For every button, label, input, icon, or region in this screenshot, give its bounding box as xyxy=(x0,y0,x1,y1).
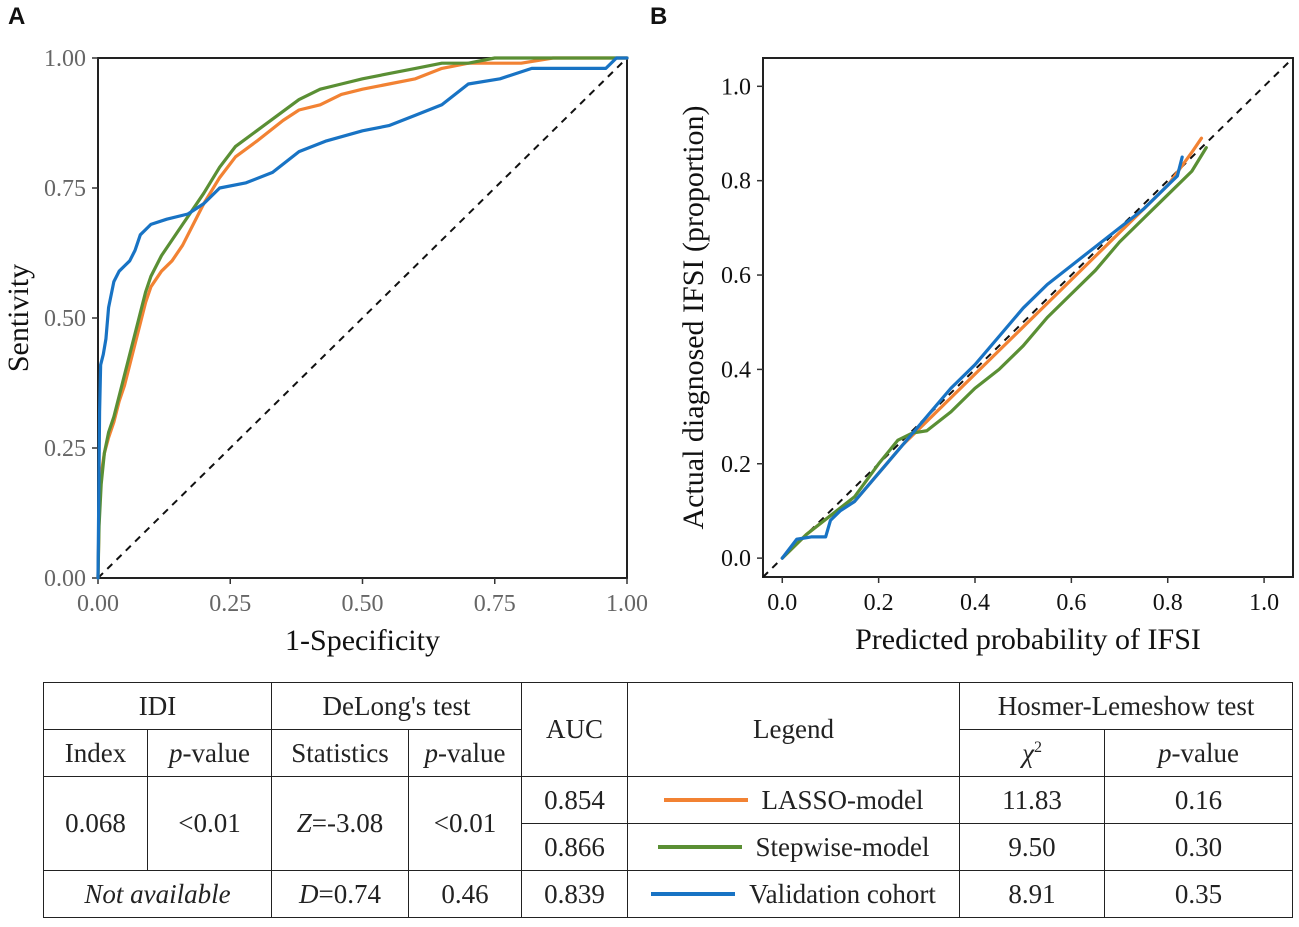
header-delong-pvalue: p-value xyxy=(408,729,523,777)
y-axis-label: Actual diagnosed IFSI (proportion) xyxy=(677,105,710,529)
delong-pvalue-1: <0.01 xyxy=(408,776,523,871)
y-tick-label: 0.50 xyxy=(44,306,86,332)
chi2-lasso: 11.83 xyxy=(959,776,1106,824)
legend-stepwise: Stepwise-model xyxy=(627,823,961,871)
y-tick-label: 0.2 xyxy=(721,452,751,478)
header-hosmer-lemeshow: Hosmer-Lemeshow test xyxy=(959,682,1294,730)
panel-b-letter: B xyxy=(650,3,667,30)
x-tick-label: 0.50 xyxy=(342,591,384,617)
pvalue-text: -value xyxy=(1171,737,1239,768)
x-tick-label: 0.8 xyxy=(1153,590,1183,616)
auc-validation: 0.839 xyxy=(521,870,629,918)
hl-pvalue-stepwise: 0.30 xyxy=(1104,823,1294,871)
series-line-stepwise-model xyxy=(780,146,1208,560)
chi2-stepwise: 9.50 xyxy=(959,823,1106,871)
d-symbol: D xyxy=(299,878,319,909)
idi-pvalue: <0.01 xyxy=(146,776,273,871)
delong-d-stat: D=0.74 xyxy=(271,870,410,918)
reference-diagonal xyxy=(762,57,1294,578)
p-symbol: p xyxy=(1158,737,1172,768)
delong-z-stat: Z=-3.08 xyxy=(271,776,410,871)
auc-stepwise: 0.866 xyxy=(521,823,629,871)
header-statistics: Statistics xyxy=(271,729,410,777)
legend-line-lasso xyxy=(663,798,748,802)
legend-label-lasso: LASSO-model xyxy=(761,784,924,815)
y-tick-label: 0.0 xyxy=(721,546,751,572)
pvalue-text: -value xyxy=(438,737,506,768)
series-line-validation-cohort xyxy=(96,56,629,580)
x-tick-label: 1.0 xyxy=(1249,590,1279,616)
x-tick-label: 0.0 xyxy=(767,590,797,616)
legend-label-validation: Validation cohort xyxy=(749,878,936,909)
chi2-validation: 8.91 xyxy=(959,870,1106,918)
x-tick-label: 0.2 xyxy=(864,590,894,616)
x-tick-label: 0.75 xyxy=(474,591,516,617)
series-line-lasso-model xyxy=(780,136,1204,560)
header-idi-pvalue: p-value xyxy=(146,729,273,777)
idi-index-value: 0.068 xyxy=(43,776,148,871)
y-tick-label: 0.6 xyxy=(721,263,751,289)
legend-label-stepwise: Stepwise-model xyxy=(755,831,930,862)
y-tick-label: 0.00 xyxy=(44,566,86,592)
pvalue-text: -value xyxy=(182,737,250,768)
y-tick-label: 0.25 xyxy=(44,436,86,462)
series-line-validation-cohort xyxy=(780,155,1184,560)
d-value: =0.74 xyxy=(318,878,381,909)
z-value: =-3.08 xyxy=(311,808,384,838)
hl-pvalue-validation: 0.35 xyxy=(1104,870,1294,918)
legend-line-stepwise xyxy=(657,845,742,849)
plot-frame xyxy=(762,57,1294,578)
panel-a-letter: A xyxy=(8,3,25,30)
legend-validation: Validation cohort xyxy=(627,870,961,918)
x-tick-label: 0.25 xyxy=(209,591,251,617)
x-axis-label: Predicted probability of IFSI xyxy=(855,623,1201,656)
roc-chart: 0.00 0.25 0.50 0.75 1.00 0.00 0.25 0.50 0.75 1.00… xyxy=(2,46,648,657)
x-tick-label: 0.00 xyxy=(77,591,119,617)
calibration-chart: 0.0 0.2 0.4 0.6 0.8 1.0 0.0 0.2 0.4 0.6 0.8 1.0 Pred… xyxy=(677,57,1294,656)
reference-diagonal xyxy=(97,57,628,579)
header-auc: AUC xyxy=(521,682,629,777)
z-symbol: Z xyxy=(296,808,312,838)
legend-lasso: LASSO-model xyxy=(627,776,961,824)
chi-symbol: χ xyxy=(1022,737,1034,768)
y-axis-label: Sentivity xyxy=(2,264,35,372)
y-tick-label: 0.75 xyxy=(44,176,86,202)
y-tick-label: 1.0 xyxy=(721,74,751,100)
x-tick-label: 0.6 xyxy=(1056,590,1086,616)
y-tick-label: 0.4 xyxy=(721,357,751,383)
charts-canvas: A B 0.00 0.25 0.50 0.75 1.00 0.00 0.25 0.50 0.75… xyxy=(2,3,1294,657)
header-chi2: χ2 xyxy=(959,729,1106,777)
idi-not-available: Not available xyxy=(42,870,273,918)
legend-line-validation xyxy=(651,892,736,896)
chi-exponent: 2 xyxy=(1033,738,1042,756)
header-idi: IDI xyxy=(42,682,273,730)
delong-pvalue-2: 0.46 xyxy=(408,870,523,918)
x-tick-label: 0.4 xyxy=(960,590,990,616)
x-tick-label: 1.00 xyxy=(606,591,648,617)
p-symbol: p xyxy=(424,737,439,768)
header-legend: Legend xyxy=(627,682,961,777)
hl-pvalue-lasso: 0.16 xyxy=(1104,776,1294,824)
p-symbol: p xyxy=(169,737,183,768)
header-delong: DeLong's test xyxy=(271,682,523,730)
auc-lasso: 0.854 xyxy=(521,776,629,824)
x-axis-label: 1-Specificity xyxy=(285,624,440,657)
statistics-table: IDI DeLong's test AUC Legend Hosmer-Leme… xyxy=(42,682,1294,918)
header-hl-pvalue: p-value xyxy=(1104,729,1294,777)
header-index: Index xyxy=(43,729,148,777)
y-tick-label: 1.00 xyxy=(44,46,86,72)
y-tick-label: 0.8 xyxy=(721,169,751,195)
